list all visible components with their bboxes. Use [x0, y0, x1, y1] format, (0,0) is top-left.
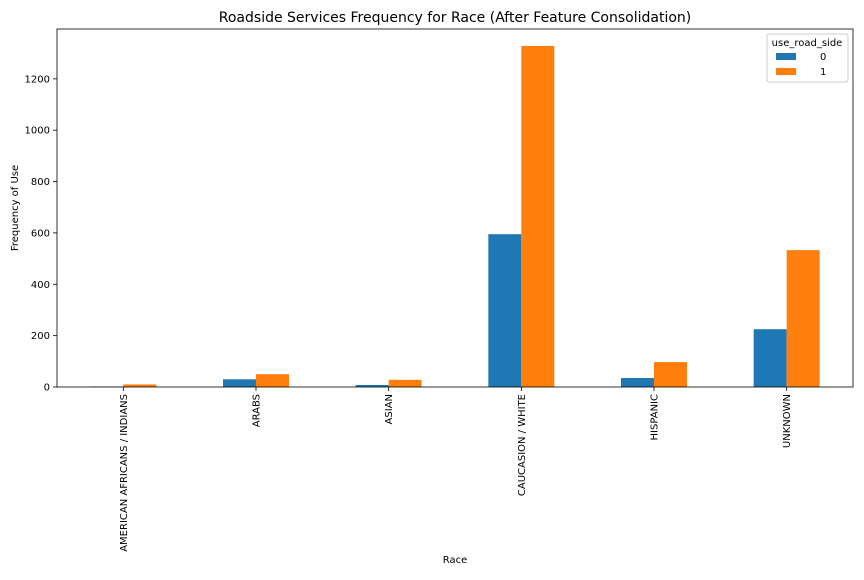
y-tick-label-3: 600: [31, 228, 50, 239]
x-tick-label-3: CAUCASION / WHITE: [517, 394, 528, 496]
legend-label-0: 0: [820, 52, 826, 63]
bar-series-0-3: [488, 234, 522, 387]
legend-swatch-0: [776, 53, 796, 60]
bars-group: [90, 45, 820, 387]
x-tick-label-2: ASIAN: [384, 394, 395, 424]
y-tick-label-2: 400: [31, 280, 50, 291]
x-tick-label-5: UNKNOWN: [782, 394, 793, 448]
y-axis-label: Frequency of Use: [10, 165, 21, 251]
bar-series-1-2: [388, 379, 422, 387]
bar-series-0-5: [753, 329, 787, 387]
chart-title: Roadside Services Frequency for Race (Af…: [219, 10, 691, 26]
bar-series-1-3: [521, 45, 555, 387]
legend-swatch-1: [776, 68, 796, 75]
y-ticks-group: 0 200 400 600 800 1000 1200: [25, 74, 57, 394]
x-tick-label-1: ARABS: [252, 394, 263, 427]
x-ticks-group: AMERICAN AFRICANS / INDIANS ARABS ASIAN CAU…: [119, 387, 793, 552]
bar-series-1-5: [786, 250, 820, 387]
x-tick-label-0: AMERICAN AFRICANS / INDIANS: [119, 394, 130, 552]
bar-series-0-1: [223, 379, 256, 387]
bar-series-1-1: [256, 374, 289, 387]
legend-title: use_road_side: [772, 38, 843, 49]
legend: use_road_side 0 1: [766, 33, 849, 83]
bar-series-0-2: [355, 384, 389, 387]
x-tick-label-4: HISPANIC: [650, 394, 661, 440]
bar-series-1-0: [123, 384, 157, 387]
y-tick-label-4: 800: [31, 177, 50, 188]
bar-series-0-4: [621, 378, 654, 387]
x-axis-label: Race: [443, 555, 468, 566]
bar-series-1-4: [654, 362, 687, 387]
y-tick-label-6: 1200: [25, 74, 50, 85]
y-tick-label-1: 200: [31, 331, 50, 342]
plot-frame: [56, 28, 854, 388]
y-tick-label-5: 1000: [25, 126, 50, 137]
y-tick-label-0: 0: [44, 383, 50, 394]
legend-label-1: 1: [820, 67, 826, 78]
